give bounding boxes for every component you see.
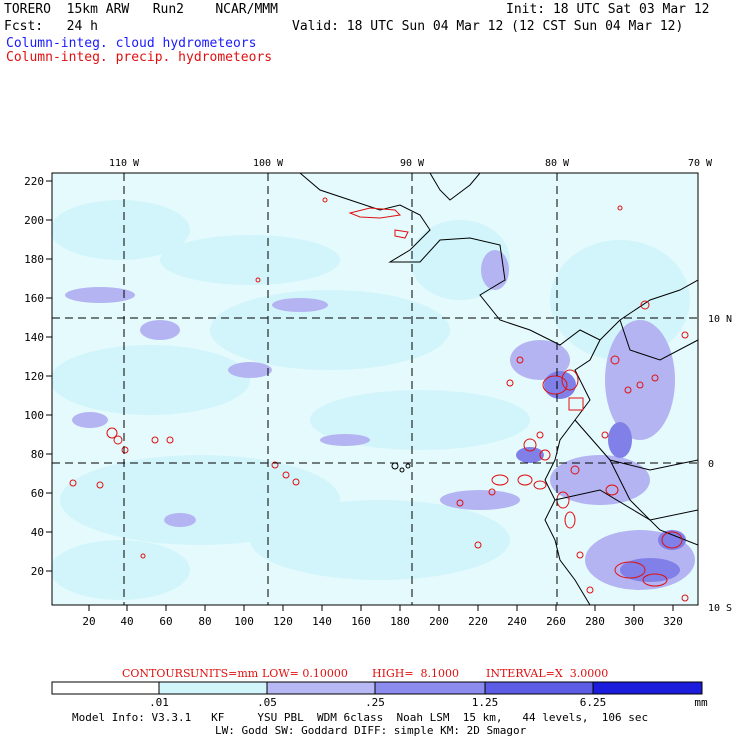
x-tick-label: 320: [663, 615, 683, 628]
colorbar-unit: mm: [694, 696, 708, 709]
y-tick-label: 40: [31, 526, 44, 539]
contour-low: LOW= 0.10000: [262, 667, 348, 680]
x-tick-label: 60: [159, 615, 172, 628]
x-tick-label: 160: [351, 615, 371, 628]
y-tick-label: 60: [31, 487, 44, 500]
x-tick-label: 280: [585, 615, 605, 628]
y-tick-label: 80: [31, 448, 44, 461]
y-tick-label: 100: [24, 409, 44, 422]
y-tick-label: 200: [24, 214, 44, 227]
plot-frame: [51, 172, 699, 606]
init-time: Init: 18 UTC Sat 03 Mar 12: [506, 2, 710, 17]
y-tick-label: 180: [24, 253, 44, 266]
x-tick-label: 180: [390, 615, 410, 628]
lon-label: 110 W: [109, 158, 140, 169]
y-tick-label: 160: [24, 292, 44, 305]
x-tick-label: 260: [546, 615, 566, 628]
lat-label: 10 S: [708, 603, 732, 614]
colorbar-label: 6.25: [580, 696, 607, 709]
contour-interval: INTERVAL=X 3.0000: [486, 667, 609, 680]
colorbar-label: .05: [257, 696, 277, 709]
x-tick-label: 240: [507, 615, 527, 628]
x-tick-label: 40: [120, 615, 133, 628]
lon-label: 90 W: [400, 158, 425, 169]
x-tick-label: 220: [468, 615, 488, 628]
model-run-title: TORERO 15km ARW Run2 NCAR/MMM: [4, 2, 278, 17]
precip-hydrometeor-label: Column-integ. precip. hydrometeors: [6, 50, 273, 65]
model-physics: LW: Godd SW: Goddard DIFF: simple KM: 2D…: [215, 724, 527, 737]
lon-label: 100 W: [253, 158, 284, 169]
colorbar-label: .01: [149, 696, 169, 709]
model-info: Model Info: V3.3.1 KF YSU PBL WDM 6class…: [72, 711, 649, 724]
colorbar-label: .25: [365, 696, 385, 709]
contour-label: CONTOURS:: [122, 667, 195, 680]
colorbar-label: 1.25: [472, 696, 499, 709]
y-tick-label: 20: [31, 565, 44, 578]
lat-label: 10 N: [708, 314, 732, 325]
lon-label: 80 W: [545, 158, 570, 169]
x-tick-label: 100: [234, 615, 254, 628]
x-tick-label: 20: [82, 615, 95, 628]
y-tick-label: 220: [24, 175, 44, 188]
contour-units: UNITS=mm: [190, 667, 259, 680]
lat-label: 0: [708, 459, 714, 470]
contour-high: HIGH= 8.1000: [372, 667, 460, 680]
cloud-hydrometeor-label: Column-integ. cloud hydrometeors: [6, 36, 257, 51]
x-tick-label: 140: [312, 615, 332, 628]
cloud-field-light: [52, 200, 690, 600]
x-tick-label: 120: [273, 615, 293, 628]
x-tick-label: 300: [624, 615, 644, 628]
forecast-hour: Fcst: 24 h: [4, 19, 98, 34]
x-tick-label: 80: [198, 615, 211, 628]
cloud-field-strong: [516, 371, 686, 582]
y-tick-label: 120: [24, 370, 44, 383]
precip-contours: [69, 197, 689, 602]
graticule: [52, 173, 698, 605]
lon-label: 70 W: [688, 158, 713, 169]
x-tick-label: 200: [429, 615, 449, 628]
colorbar: [51, 681, 703, 695]
y-tick-label: 140: [24, 331, 44, 344]
valid-time: Valid: 18 UTC Sun 04 Mar 12 (12 CST Sun …: [292, 19, 684, 34]
